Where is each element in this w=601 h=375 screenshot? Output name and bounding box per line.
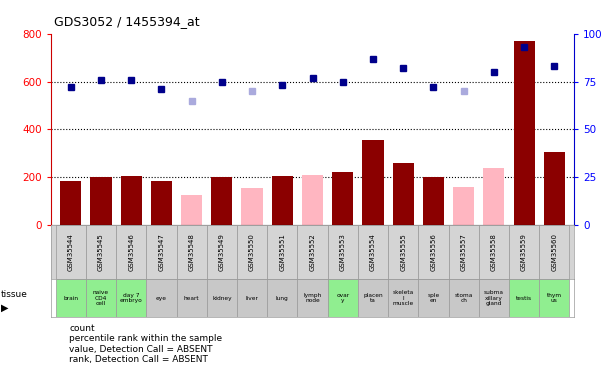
Bar [56, 225, 86, 279]
Text: naive
CD4
cell: naive CD4 cell [93, 290, 109, 306]
Bar [297, 279, 328, 317]
Bar [509, 279, 539, 317]
Text: GSM35556: GSM35556 [430, 233, 436, 271]
Bar [146, 225, 177, 279]
Text: GSM35551: GSM35551 [279, 233, 285, 271]
Text: GSM35545: GSM35545 [98, 233, 104, 271]
Text: GSM35554: GSM35554 [370, 233, 376, 271]
Bar [544, 152, 565, 225]
Text: GDS3052 / 1455394_at: GDS3052 / 1455394_at [54, 15, 200, 28]
Text: GSM35560: GSM35560 [551, 233, 557, 271]
Bar [423, 177, 444, 225]
Bar [328, 225, 358, 279]
Bar [116, 279, 146, 317]
Bar [539, 225, 569, 279]
Bar [362, 140, 383, 225]
Text: percentile rank within the sample: percentile rank within the sample [69, 334, 222, 343]
Text: count: count [69, 324, 95, 333]
Bar [237, 225, 267, 279]
Bar [177, 225, 207, 279]
Bar [418, 279, 448, 317]
Bar [509, 225, 539, 279]
Text: ovar
y: ovar y [336, 293, 349, 303]
Bar [448, 279, 479, 317]
Text: thym
us: thym us [547, 293, 562, 303]
Text: GSM35555: GSM35555 [400, 233, 406, 271]
Bar [479, 279, 509, 317]
Text: rank, Detection Call = ABSENT: rank, Detection Call = ABSENT [69, 355, 208, 364]
Text: GSM35544: GSM35544 [68, 233, 74, 271]
Text: GSM35549: GSM35549 [219, 233, 225, 271]
Text: GSM35546: GSM35546 [128, 233, 134, 271]
Text: kidney: kidney [212, 296, 231, 301]
Bar [332, 172, 353, 225]
Text: GSM35557: GSM35557 [460, 233, 466, 271]
Bar [388, 279, 418, 317]
Bar [121, 176, 142, 225]
Text: placen
ta: placen ta [363, 293, 383, 303]
Text: GSM35553: GSM35553 [340, 233, 346, 271]
Bar [151, 181, 172, 225]
Bar [483, 168, 504, 225]
Bar [388, 225, 418, 279]
Bar [272, 176, 293, 225]
Text: liver: liver [246, 296, 258, 301]
Text: lung: lung [276, 296, 288, 301]
Bar [358, 225, 388, 279]
Bar [358, 279, 388, 317]
Bar [86, 279, 116, 317]
Text: day 7
embryо: day 7 embryо [120, 293, 142, 303]
Bar [297, 225, 328, 279]
Bar [513, 41, 535, 225]
Text: brain: brain [63, 296, 78, 301]
Text: GSM35559: GSM35559 [521, 233, 527, 271]
Text: skeleta
l
muscle: skeleta l muscle [392, 290, 414, 306]
Bar [453, 187, 474, 225]
Text: subma
xillary
gland: subma xillary gland [484, 290, 504, 306]
Bar [267, 225, 297, 279]
Text: GSM35547: GSM35547 [159, 233, 165, 271]
Bar [237, 279, 267, 317]
Text: GSM35550: GSM35550 [249, 233, 255, 271]
Bar [56, 279, 86, 317]
Bar [60, 181, 81, 225]
Bar [418, 225, 448, 279]
Bar [242, 188, 263, 225]
Text: GSM35552: GSM35552 [310, 233, 316, 271]
Bar [328, 279, 358, 317]
Text: GSM35558: GSM35558 [491, 233, 497, 271]
Text: value, Detection Call = ABSENT: value, Detection Call = ABSENT [69, 345, 213, 354]
Bar [86, 225, 116, 279]
Bar [302, 175, 323, 225]
Text: GSM35548: GSM35548 [189, 233, 195, 271]
Text: testis: testis [516, 296, 532, 301]
Bar [448, 225, 479, 279]
Bar [479, 225, 509, 279]
Text: sple
en: sple en [427, 293, 439, 303]
Bar [392, 163, 413, 225]
Bar [146, 279, 177, 317]
Bar [539, 279, 569, 317]
Text: eye: eye [156, 296, 167, 301]
Bar [267, 279, 297, 317]
Bar [90, 177, 112, 225]
Bar [177, 279, 207, 317]
Text: stoma
ch: stoma ch [454, 293, 473, 303]
Bar [207, 225, 237, 279]
Text: ▶: ▶ [1, 303, 8, 312]
Bar [207, 279, 237, 317]
Text: lymph
node: lymph node [304, 293, 322, 303]
Text: tissue: tissue [1, 290, 28, 299]
Bar [116, 225, 146, 279]
Text: heart: heart [184, 296, 200, 301]
Bar [212, 177, 233, 225]
Bar [181, 195, 202, 225]
